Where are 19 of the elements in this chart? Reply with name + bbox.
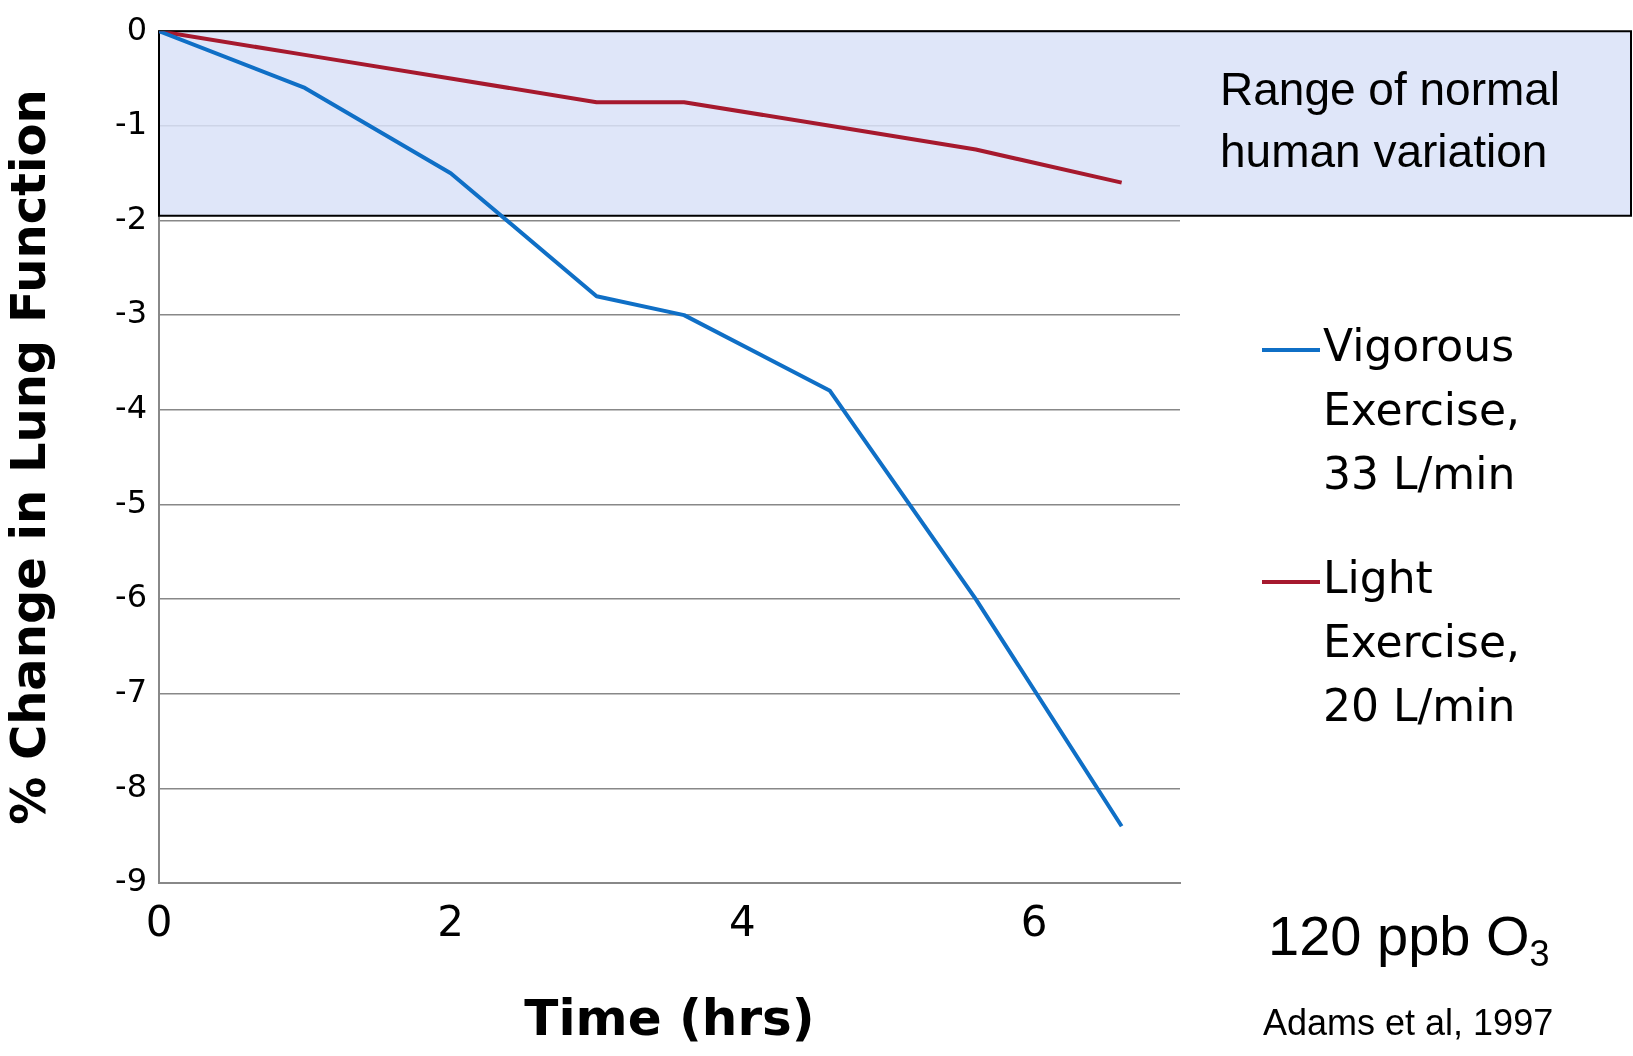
legend-label: Light Exercise, 20 L/min bbox=[1323, 552, 1521, 732]
x-tick-label: 4 bbox=[729, 897, 756, 947]
y-tick-label: -4 bbox=[115, 388, 147, 427]
x-tick-label: 2 bbox=[437, 897, 465, 947]
x-axis-title: Time (hrs) bbox=[524, 988, 815, 1047]
y-tick-label: -3 bbox=[115, 293, 147, 332]
y-tick-label: -9 bbox=[115, 861, 147, 900]
band-label: Range of normal human variation bbox=[1220, 63, 1561, 178]
y-tick-label: -5 bbox=[115, 482, 147, 521]
y-tick-label: -6 bbox=[115, 577, 147, 616]
y-tick-label: -8 bbox=[115, 766, 147, 805]
legend-label: Vigorous Exercise, 33 L/min bbox=[1323, 320, 1521, 500]
text: Adams et al, 1997 bbox=[1263, 1002, 1554, 1043]
y-tick-label: -7 bbox=[115, 672, 147, 711]
x-tick-label: 6 bbox=[1020, 897, 1048, 947]
y-tick-label: 0 bbox=[126, 9, 147, 48]
y-tick-label: -2 bbox=[115, 198, 147, 237]
y-axis-title: % Change in Lung Function bbox=[0, 89, 57, 825]
y-tick-label: -1 bbox=[115, 104, 147, 143]
